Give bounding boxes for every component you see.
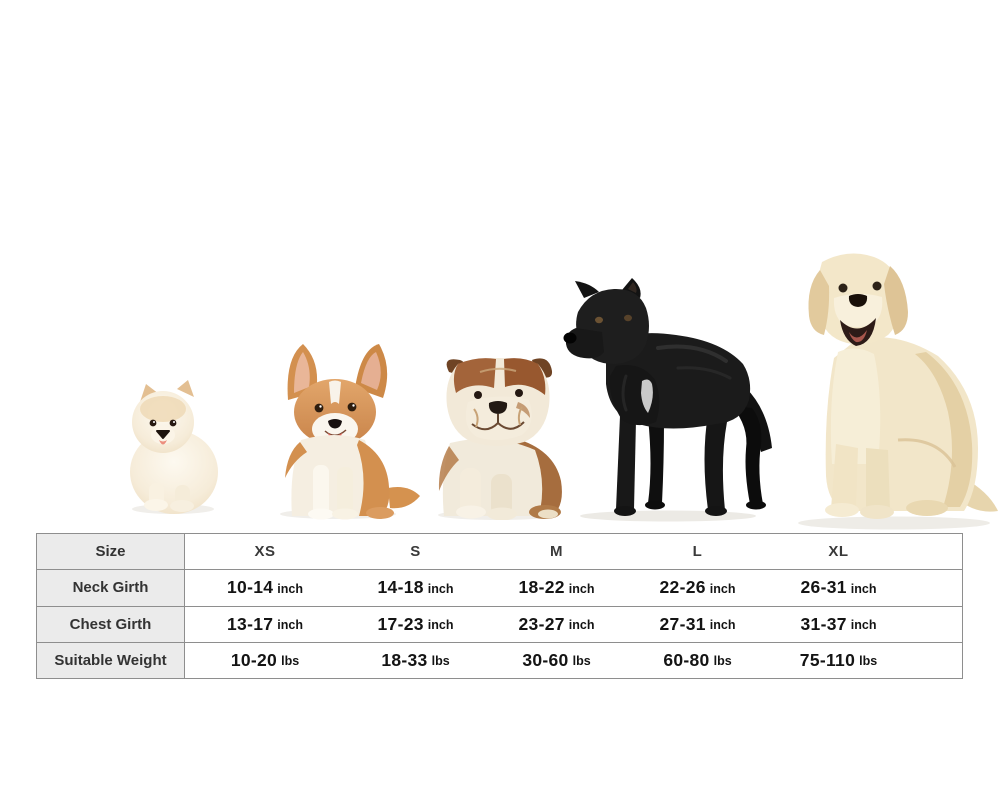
value-number: 26-31: [800, 577, 847, 598]
row-label: Suitable Weight: [37, 642, 185, 678]
value-number: 23-27: [518, 613, 565, 634]
table-row-chest-girth: Chest Girth 13-17 inch 17-23 inch 23-27 …: [37, 606, 962, 643]
value-cell: 13-17 inch: [185, 607, 345, 642]
value-unit: inch: [427, 618, 454, 633]
english-bulldog-illustration: [438, 358, 562, 520]
staffordshire-bull-terrier-illustration: [563, 278, 772, 522]
value-number: 14-18: [377, 577, 424, 598]
value-number: 27-31: [659, 613, 706, 634]
size-header-label: Size: [37, 534, 185, 570]
value-number: 13-17: [227, 613, 274, 634]
value-number: 30-60: [522, 649, 569, 670]
value-cell: 10-14 inch: [185, 570, 345, 605]
value-cell: 10-20 lbs: [185, 643, 345, 678]
size-table: Size XS S M L XL Neck Girth 10-14 inch 1…: [36, 533, 963, 679]
value-number: 18-33: [381, 649, 428, 670]
value-cell: 30-60 lbs: [486, 643, 627, 678]
value-number: 75-110: [799, 649, 856, 670]
value-unit: lbs: [281, 654, 300, 669]
value-cell: 60-80 lbs: [627, 643, 768, 678]
value-number: 22-26: [659, 577, 706, 598]
column-header-m: M: [550, 543, 563, 561]
value-cell: 26-31 inch: [768, 570, 909, 605]
column-header-xl: XL: [828, 543, 849, 561]
value-unit: inch: [427, 581, 454, 596]
value-unit: inch: [277, 581, 303, 596]
value-cell: 23-27 inch: [486, 607, 627, 642]
value-number: 10-14: [227, 577, 274, 598]
value-number: 60-80: [663, 649, 710, 670]
value-number: 31-37: [800, 613, 847, 634]
column-header-xs: XS: [254, 543, 276, 561]
value-unit: inch: [277, 618, 303, 633]
corgi-illustration: [280, 344, 420, 520]
value-cell: 22-26 inch: [627, 570, 768, 605]
row-label: Neck Girth: [37, 570, 185, 606]
value-cell: 27-31 inch: [627, 607, 768, 642]
value-number: 10-20: [230, 649, 278, 670]
value-cell: 17-23 inch: [345, 607, 486, 642]
value-cell: 75-110 lbs: [768, 643, 909, 678]
labrador-retriever-illustration: [798, 253, 998, 530]
value-unit: inch: [709, 581, 736, 596]
value-cell: 31-37 inch: [768, 607, 909, 642]
column-header-l: L: [692, 543, 703, 561]
pomeranian-illustration: [130, 380, 218, 514]
value-unit: lbs: [431, 654, 450, 669]
value-number: 18-22: [518, 577, 565, 598]
value-unit: lbs: [572, 654, 591, 669]
value-unit: inch: [850, 618, 877, 633]
table-row-suitable-weight: Suitable Weight 10-20 lbs 18-33 lbs 30-6…: [37, 642, 962, 678]
value-unit: inch: [709, 618, 736, 633]
value-unit: inch: [568, 581, 595, 596]
value-cell: 18-33 lbs: [345, 643, 486, 678]
column-header-s: S: [410, 543, 421, 561]
value-cell: 14-18 inch: [345, 570, 486, 605]
value-unit: lbs: [713, 654, 732, 669]
table-row-neck-girth: Neck Girth 10-14 inch 14-18 inch 18-22 i…: [37, 570, 962, 607]
row-label: Chest Girth: [37, 606, 185, 642]
value-number: 17-23: [377, 613, 424, 634]
value-unit: inch: [568, 618, 595, 633]
value-unit: inch: [850, 581, 877, 596]
value-cell: 18-22 inch: [486, 570, 627, 605]
value-unit: lbs: [859, 654, 878, 669]
table-header-row: Size XS S M L XL: [37, 534, 962, 571]
